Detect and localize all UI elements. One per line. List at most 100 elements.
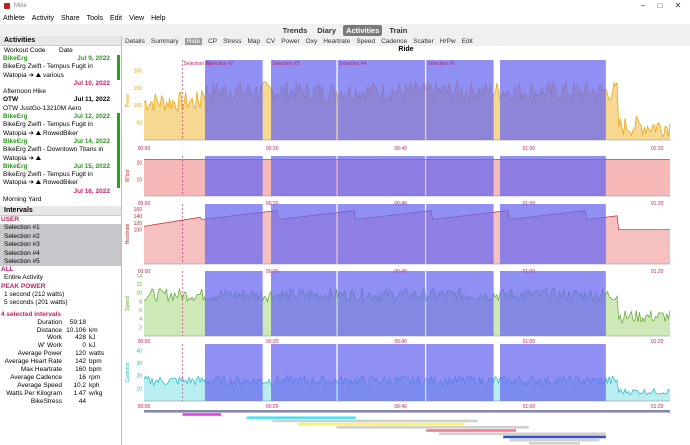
interval-bar[interactable] — [336, 426, 529, 429]
menu-view[interactable]: View — [129, 14, 145, 22]
menu-help[interactable]: Help — [151, 14, 166, 22]
selection-highlight[interactable] — [426, 60, 494, 140]
activities-header[interactable]: Activities — [0, 36, 121, 46]
interval-group-user[interactable]: USER — [1, 216, 20, 224]
activity-name: BikeErg — [3, 162, 28, 170]
x-tick-label: 00:00 — [138, 339, 151, 345]
tab-details[interactable]: Details — [125, 37, 145, 45]
interval-bar[interactable] — [426, 429, 517, 432]
y-tick-label: 50 — [136, 121, 142, 127]
tab-oxy[interactable]: Oxy — [305, 37, 318, 45]
intervals-header[interactable]: Intervals — [0, 206, 121, 217]
view-trends[interactable]: Trends — [282, 25, 308, 35]
view-diary[interactable]: Diary — [317, 25, 337, 35]
tab-map[interactable]: Map — [247, 37, 261, 45]
activity-item[interactable]: BikeErg Jul 9, 2022 BikeErg Zwift - Tempus… — [0, 55, 121, 80]
user-interval-item[interactable]: Selection #2 — [0, 232, 121, 242]
tab-cadence[interactable]: Cadence — [381, 37, 408, 45]
summary-key: Watts Per Kilogram — [6, 389, 62, 397]
selection-highlight[interactable] — [500, 344, 606, 401]
selection-highlight[interactable] — [271, 271, 337, 336]
tab-summary[interactable]: Summary — [150, 37, 179, 45]
selection-highlight[interactable] — [426, 204, 494, 264]
user-interval-item[interactable]: Selection #4 — [0, 249, 121, 258]
interval-bar[interactable] — [182, 413, 221, 416]
selection-label: Selection #1 — [183, 61, 211, 67]
selection-highlight[interactable] — [271, 156, 337, 196]
close-icon[interactable]: ✕ — [674, 1, 682, 10]
selection-highlight[interactable] — [426, 271, 494, 336]
menu-tools[interactable]: Tools — [86, 14, 103, 22]
selection-highlight[interactable] — [204, 271, 263, 336]
activity-item[interactable]: BikeErg Jul 15, 2022 BikeErg Zwift - Tempu… — [0, 162, 121, 188]
peak-interval-item[interactable]: 5 seconds (201 watts) — [4, 299, 68, 307]
view-activities[interactable]: Activities — [343, 24, 383, 36]
selection-highlight[interactable] — [337, 60, 425, 140]
tab-cp[interactable]: CP — [208, 37, 218, 45]
summary-row: W' Work 0 kJ — [0, 342, 121, 350]
minimize-icon[interactable]: – — [640, 1, 646, 10]
maximize-icon[interactable]: □ — [657, 1, 663, 10]
interval-bar[interactable] — [297, 422, 465, 426]
tab-hrpw[interactable]: HrPw — [439, 37, 456, 45]
view-train[interactable]: Train — [389, 25, 408, 35]
activity-item[interactable]: Jul 16, 2022 Morning Yard — [0, 188, 121, 205]
selection-highlight[interactable] — [337, 156, 425, 196]
selection-highlight[interactable] — [500, 204, 606, 264]
selection-highlight[interactable] — [337, 344, 425, 401]
selection-highlight[interactable] — [337, 271, 425, 336]
menu-share[interactable]: Share — [60, 14, 80, 22]
summary-row: Max Heartrate 160 bpm — [0, 366, 121, 374]
tab-stress[interactable]: Stress — [223, 37, 242, 45]
tab-heartrate[interactable]: Heartrate — [323, 37, 351, 45]
tab-power[interactable]: Power — [281, 37, 300, 45]
selection-highlight[interactable] — [426, 156, 494, 196]
all-interval-item[interactable]: Entire Activity — [4, 274, 44, 282]
tab-edit[interactable]: Edit — [461, 37, 473, 45]
interval-bar[interactable] — [144, 410, 670, 413]
ride-chart[interactable]: Power 50 100 150 200 00:00 00:20 00:40 01:00 01:2… — [122, 46, 690, 445]
interval-group-all[interactable]: ALL — [1, 266, 14, 274]
sport-icons: ➔ ⛰ — [26, 129, 43, 137]
selection-highlight[interactable] — [500, 271, 606, 336]
selection-highlight[interactable] — [271, 344, 337, 401]
interval-group-peak[interactable]: PEAK POWER — [1, 282, 46, 290]
tab-cv[interactable]: CV — [266, 37, 276, 45]
selection-highlight[interactable] — [204, 60, 263, 140]
selection-highlight[interactable] — [500, 60, 606, 140]
selection-highlight[interactable] — [426, 344, 494, 401]
selection-highlight[interactable] — [204, 156, 263, 196]
activity-item[interactable]: BikeErg Jul 14, 2022 BikeErg Zwift - Downt… — [0, 137, 121, 163]
selection-highlight[interactable] — [204, 204, 263, 264]
activity-item[interactable]: Jul 10, 2022 Afternoon Hike — [0, 80, 121, 97]
user-interval-item[interactable]: Selection #3 — [0, 241, 121, 250]
user-interval-item[interactable]: Selection #1 — [0, 224, 121, 233]
tab-ride[interactable]: Ride — [184, 37, 203, 45]
selection-highlight[interactable] — [204, 344, 263, 401]
activity-item[interactable]: BikeErg Jul 12, 2022 BikeErg Zwift - Tempu… — [0, 113, 121, 138]
selection-highlight[interactable] — [500, 156, 606, 196]
activity-title: Morning Yard — [3, 196, 42, 204]
interval-bar[interactable] — [503, 435, 606, 439]
menu-edit[interactable]: Edit — [110, 14, 123, 22]
tab-scatter[interactable]: Scatter — [413, 37, 434, 45]
interval-bar[interactable] — [272, 419, 478, 423]
interval-summary: Duration 59:18 Distance 10.106 km Work 428 kJ W'… — [0, 319, 121, 406]
interval-bar[interactable] — [246, 416, 356, 419]
selection-highlight[interactable] — [271, 204, 337, 264]
menu-athlete[interactable]: Athlete — [3, 14, 25, 22]
y-tick-label: 14 — [136, 273, 142, 279]
col-workout-code[interactable]: Workout Code — [4, 47, 46, 54]
activity-item[interactable]: OTW Jul 11, 2022 OTW JustGo-13210M Aero — [0, 96, 121, 113]
peak-interval-item[interactable]: 1 second (212 watts) — [4, 290, 65, 298]
interval-bar[interactable] — [439, 432, 606, 435]
user-interval-item[interactable]: Selection #5 — [0, 257, 121, 267]
interval-bar[interactable] — [528, 442, 581, 445]
summary-unit: km — [89, 326, 98, 334]
interval-bar[interactable] — [509, 438, 600, 442]
selection-highlight[interactable] — [271, 60, 337, 140]
tab-speed[interactable]: Speed — [356, 37, 376, 45]
selection-highlight[interactable] — [337, 204, 425, 264]
col-date[interactable]: Date — [59, 47, 73, 54]
menu-activity[interactable]: Activity — [31, 14, 54, 22]
